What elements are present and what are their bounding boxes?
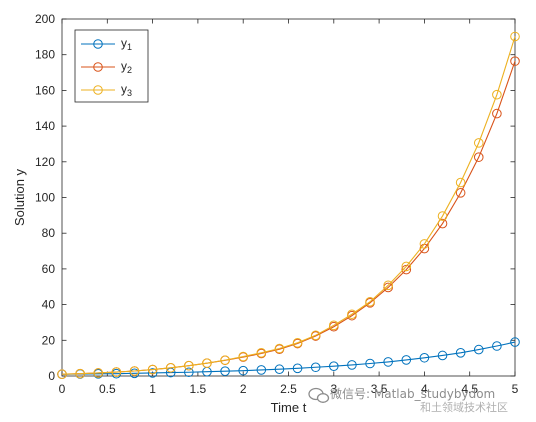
y-tick-label: 60 <box>42 262 56 276</box>
data-point <box>401 261 412 272</box>
data-point <box>401 355 412 365</box>
data-point <box>419 239 430 249</box>
data-point <box>492 341 502 351</box>
data-point <box>111 367 122 377</box>
data-point <box>473 344 484 355</box>
x-tick-label: 2.5 <box>280 382 297 396</box>
data-point <box>492 89 502 100</box>
data-point <box>455 188 466 198</box>
data-point <box>365 296 375 307</box>
data-point <box>401 264 412 275</box>
x-tick-label: 1 <box>149 382 156 396</box>
y-tick-label: 160 <box>35 83 55 97</box>
watermark-text: 微信号: Matlab_studybydom <box>330 387 495 401</box>
data-point <box>347 309 357 320</box>
data-point <box>383 280 393 291</box>
data-point <box>310 330 321 341</box>
series-line <box>61 341 516 375</box>
data-point <box>220 366 230 376</box>
data-point <box>455 177 466 188</box>
data-point <box>329 361 339 371</box>
data-point <box>165 362 176 373</box>
data-point <box>129 368 140 379</box>
data-point <box>274 343 285 354</box>
series-1 <box>57 337 520 380</box>
legend: y1 y2 y3 <box>74 29 149 103</box>
data-point <box>437 211 448 221</box>
data-point <box>510 31 520 42</box>
series-3 <box>57 31 520 380</box>
data-point <box>292 363 303 374</box>
y-tick-label: 80 <box>42 226 56 240</box>
data-point <box>510 337 520 347</box>
legend-marker <box>93 39 103 49</box>
x-tick-label: 2 <box>240 382 247 396</box>
legend-label-subscript: 1 <box>127 42 132 52</box>
y-tick-label: 180 <box>35 48 55 62</box>
legend-label-subscript: 2 <box>127 65 132 75</box>
x-tick-label: 0 <box>59 382 66 396</box>
data-point <box>220 355 230 365</box>
y-tick-label: 120 <box>35 155 55 169</box>
data-point <box>202 358 212 368</box>
y-tick-label: 0 <box>48 369 55 383</box>
y-axis-label: Solution y <box>12 168 27 226</box>
data-point <box>184 360 194 371</box>
x-tick-label: 5 <box>512 382 519 396</box>
data-point <box>437 350 448 361</box>
data-point <box>75 368 85 379</box>
wechat-icon <box>308 387 330 403</box>
data-point <box>129 366 140 376</box>
legend-label-subscript: 3 <box>127 88 132 98</box>
legend-label: y3 <box>121 82 132 98</box>
data-point <box>492 108 502 119</box>
data-point <box>365 358 375 369</box>
x-axis-label: Time t <box>271 400 307 415</box>
data-point <box>329 320 339 331</box>
legend-label: y1 <box>121 36 132 52</box>
series-line <box>61 36 516 375</box>
data-point <box>473 138 484 148</box>
watermark-subtext: 和土领域技术社区 <box>420 400 508 414</box>
data-point <box>57 369 67 380</box>
x-tick-label: 3.5 <box>371 382 388 396</box>
data-point <box>310 362 321 373</box>
data-point <box>147 368 158 378</box>
y-tick-label: 40 <box>42 298 56 312</box>
legend-marker <box>93 85 103 95</box>
data-point <box>383 357 393 367</box>
y-tick-label: 100 <box>35 191 55 205</box>
data-point <box>347 360 357 370</box>
data-point <box>93 368 104 378</box>
x-tick-label: 3 <box>330 382 337 396</box>
x-tick-label: 1.5 <box>190 382 207 396</box>
y-tick-label: 140 <box>35 119 55 133</box>
data-point <box>147 364 158 375</box>
legend-box <box>74 29 149 103</box>
data-point <box>383 282 393 293</box>
data-point <box>238 351 248 362</box>
x-tick-label: 4.5 <box>461 382 478 396</box>
watermark: 微信号: Matlab_studybydom 和土领域技术社区 <box>308 387 508 414</box>
legend-marker <box>93 62 103 72</box>
data-point <box>274 364 285 375</box>
data-point <box>455 347 466 358</box>
data-point <box>256 347 267 358</box>
data-point <box>510 56 520 66</box>
data-point <box>238 365 248 376</box>
plot-area: 0 0.5 1 1.5 2 2.5 3 3.5 4 4.5 5 0 20 40 60 80 100 120 140 1… <box>12 12 520 415</box>
data-point <box>256 365 267 375</box>
data-point <box>184 367 194 378</box>
y-tick-label: 200 <box>35 12 55 26</box>
legend-label: y2 <box>121 59 132 75</box>
data-point <box>292 337 303 348</box>
x-tick-label: 0.5 <box>99 382 116 396</box>
data-point <box>473 152 484 162</box>
y-tick-label: 20 <box>42 333 56 347</box>
x-tick-label: 4 <box>421 382 428 396</box>
data-point <box>419 352 430 363</box>
